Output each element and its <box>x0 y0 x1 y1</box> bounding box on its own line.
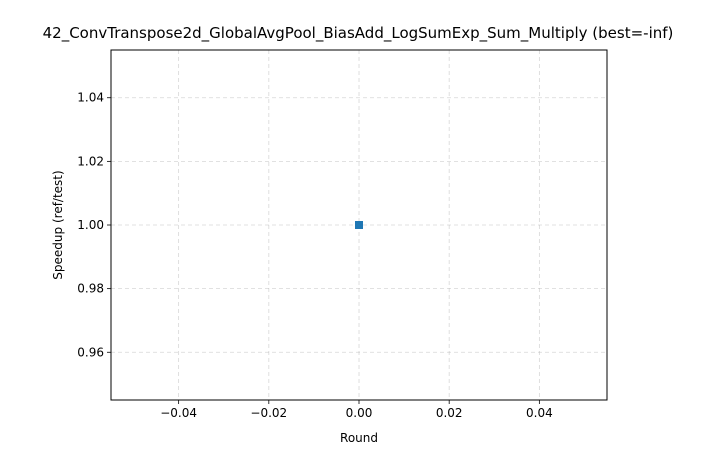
x-tick-label: −0.04 <box>160 406 197 420</box>
data-series <box>355 221 363 229</box>
y-tick-label: 0.96 <box>77 345 104 359</box>
y-tick-label: 1.04 <box>77 91 104 105</box>
chart-title: 42_ConvTranspose2d_GlobalAvgPool_BiasAdd… <box>43 24 674 43</box>
grid-lines <box>111 50 607 400</box>
y-tick-label: 1.00 <box>77 218 104 232</box>
x-tick-label: 0.00 <box>346 406 373 420</box>
x-axis-ticks: −0.04 −0.02 0.00 0.02 0.04 <box>160 400 553 420</box>
y-axis-ticks: 0.96 0.98 1.00 1.02 1.04 <box>77 91 111 359</box>
x-axis-label: Round <box>340 431 378 445</box>
x-tick-label: −0.02 <box>250 406 287 420</box>
y-tick-label: 0.98 <box>77 282 104 296</box>
x-tick-label: 0.02 <box>436 406 463 420</box>
data-point <box>355 221 363 229</box>
y-tick-label: 1.02 <box>77 154 104 168</box>
y-axis-label: Speedup (ref/test) <box>51 170 65 279</box>
x-tick-label: 0.04 <box>526 406 553 420</box>
